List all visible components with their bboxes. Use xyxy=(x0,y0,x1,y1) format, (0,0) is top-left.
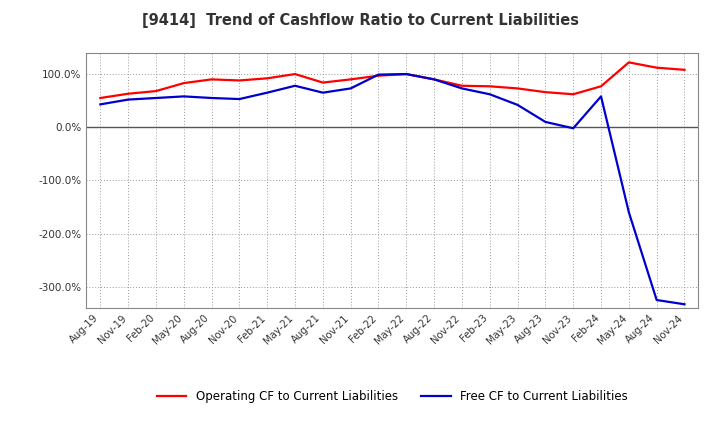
Operating CF to Current Liabilities xyxy=(152,88,161,94)
Operating CF to Current Liabilities xyxy=(680,67,689,73)
Operating CF to Current Liabilities xyxy=(374,73,383,78)
Free CF to Current Liabilities xyxy=(430,77,438,82)
Legend: Operating CF to Current Liabilities, Free CF to Current Liabilities: Operating CF to Current Liabilities, Fre… xyxy=(157,390,628,403)
Operating CF to Current Liabilities xyxy=(597,84,606,89)
Line: Operating CF to Current Liabilities: Operating CF to Current Liabilities xyxy=(100,62,685,98)
Operating CF to Current Liabilities xyxy=(652,65,661,70)
Free CF to Current Liabilities xyxy=(124,97,132,102)
Free CF to Current Liabilities xyxy=(346,86,355,91)
Operating CF to Current Liabilities xyxy=(458,83,467,88)
Free CF to Current Liabilities xyxy=(680,302,689,307)
Free CF to Current Liabilities xyxy=(152,95,161,101)
Operating CF to Current Liabilities xyxy=(207,77,216,82)
Free CF to Current Liabilities xyxy=(652,297,661,303)
Free CF to Current Liabilities xyxy=(291,83,300,88)
Operating CF to Current Liabilities xyxy=(569,92,577,97)
Free CF to Current Liabilities xyxy=(458,86,467,91)
Operating CF to Current Liabilities xyxy=(96,95,104,101)
Line: Free CF to Current Liabilities: Free CF to Current Liabilities xyxy=(100,74,685,304)
Operating CF to Current Liabilities xyxy=(430,77,438,82)
Free CF to Current Liabilities xyxy=(569,126,577,131)
Operating CF to Current Liabilities xyxy=(513,86,522,91)
Free CF to Current Liabilities xyxy=(374,72,383,77)
Operating CF to Current Liabilities xyxy=(624,60,633,65)
Free CF to Current Liabilities xyxy=(318,90,327,95)
Operating CF to Current Liabilities xyxy=(346,77,355,82)
Operating CF to Current Liabilities xyxy=(402,71,410,77)
Operating CF to Current Liabilities xyxy=(318,80,327,85)
Operating CF to Current Liabilities xyxy=(263,76,271,81)
Free CF to Current Liabilities xyxy=(235,96,243,102)
Free CF to Current Liabilities xyxy=(179,94,188,99)
Free CF to Current Liabilities xyxy=(402,71,410,77)
Operating CF to Current Liabilities xyxy=(485,84,494,89)
Operating CF to Current Liabilities xyxy=(124,91,132,96)
Text: [9414]  Trend of Cashflow Ratio to Current Liabilities: [9414] Trend of Cashflow Ratio to Curren… xyxy=(142,13,578,28)
Free CF to Current Liabilities xyxy=(96,102,104,107)
Free CF to Current Liabilities xyxy=(513,102,522,107)
Free CF to Current Liabilities xyxy=(541,119,550,125)
Operating CF to Current Liabilities xyxy=(541,89,550,95)
Free CF to Current Liabilities xyxy=(263,90,271,95)
Free CF to Current Liabilities xyxy=(207,95,216,101)
Free CF to Current Liabilities xyxy=(597,94,606,99)
Free CF to Current Liabilities xyxy=(624,209,633,215)
Operating CF to Current Liabilities xyxy=(235,78,243,83)
Free CF to Current Liabilities xyxy=(485,92,494,97)
Operating CF to Current Liabilities xyxy=(291,71,300,77)
Operating CF to Current Liabilities xyxy=(179,81,188,86)
